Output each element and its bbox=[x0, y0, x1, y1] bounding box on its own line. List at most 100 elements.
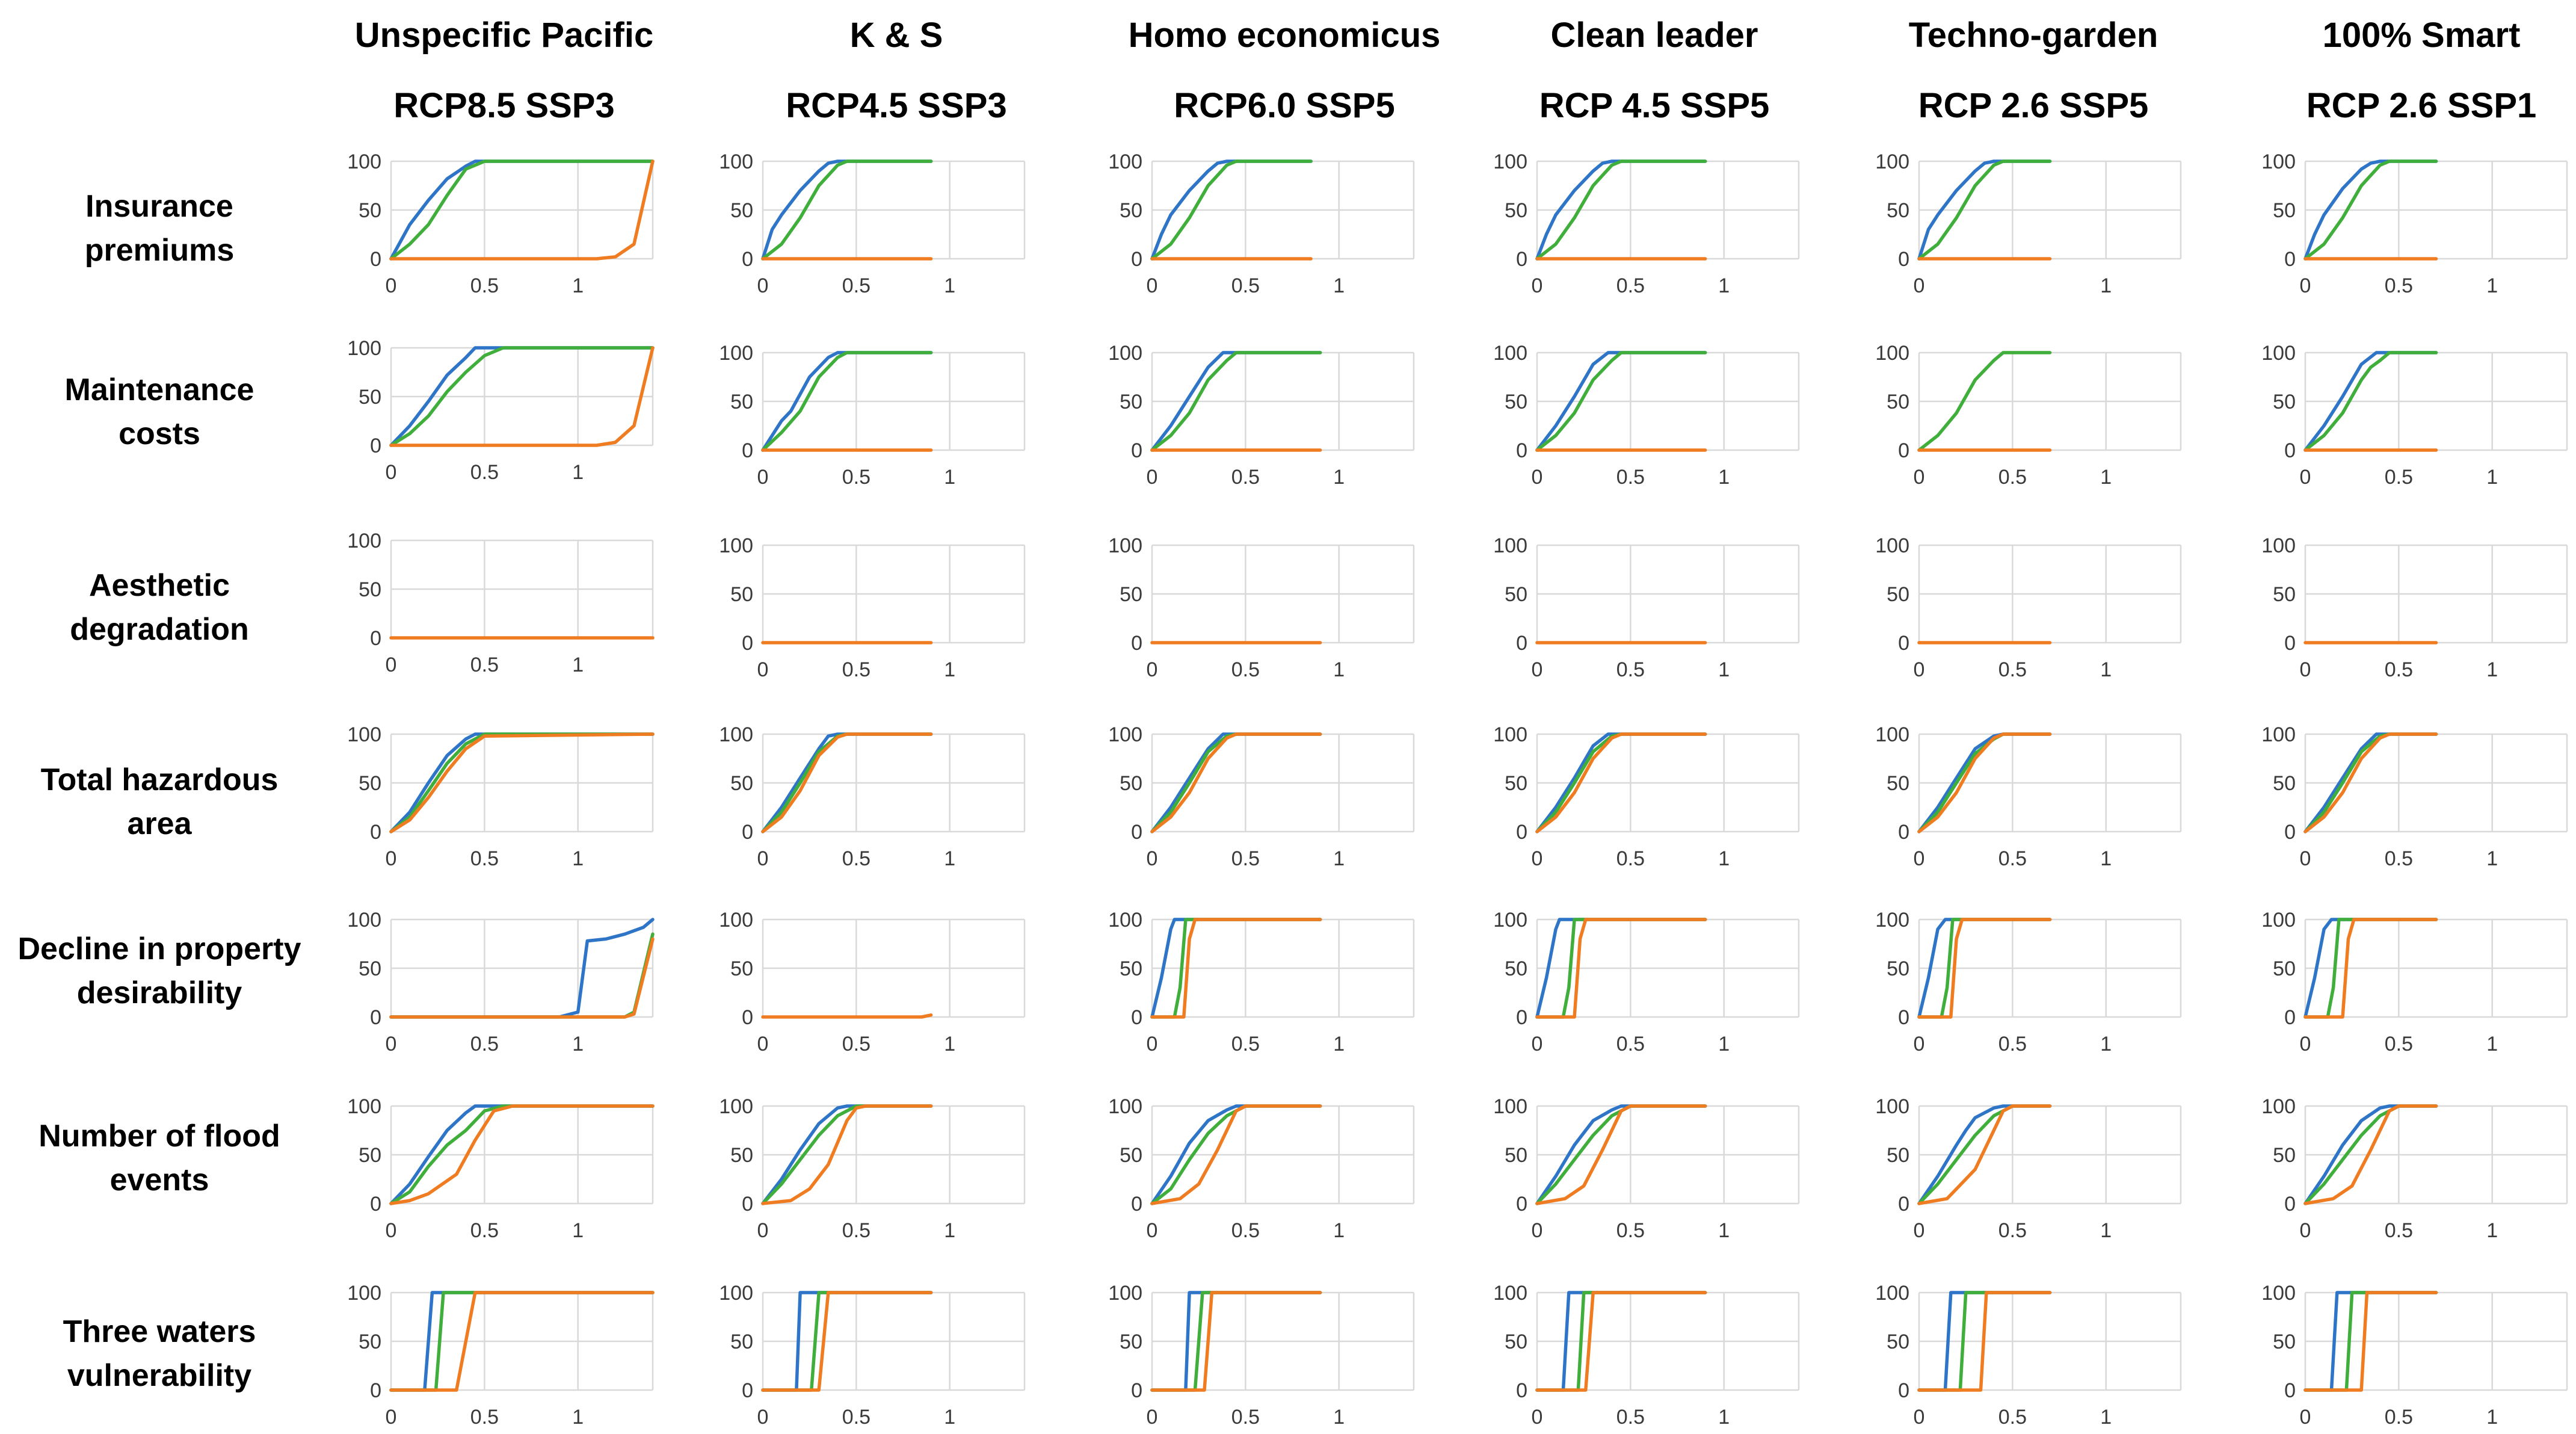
y-tick-label: 100 bbox=[2261, 1095, 2296, 1118]
y-tick-label: 100 bbox=[2261, 342, 2296, 365]
y-tick-label: 100 bbox=[1108, 342, 1142, 365]
series-line-orange bbox=[2303, 918, 2438, 1019]
y-tick-label: 100 bbox=[1493, 723, 1527, 746]
x-tick-label: 0 bbox=[1532, 847, 1543, 870]
x-tick-label: 0.5 bbox=[2385, 1033, 2413, 1055]
chart-panel: 0 50 100 0 0.5 1 bbox=[1493, 909, 1800, 1055]
x-tick-label: 0 bbox=[1532, 1219, 1543, 1242]
x-tick-label: 0.5 bbox=[1231, 1219, 1260, 1242]
x-tick-label: 1 bbox=[1718, 1406, 1730, 1429]
y-tick-label: 0 bbox=[1131, 632, 1142, 655]
chart-panel: 0 50 100 0 0.5 1 bbox=[2261, 342, 2568, 489]
x-tick-label: 1 bbox=[944, 847, 955, 870]
series-line-blue bbox=[1535, 159, 1707, 261]
chart-panel: 0 50 100 0 0.5 1 bbox=[1108, 1095, 1415, 1242]
x-tick-label: 0.5 bbox=[1998, 466, 2027, 489]
x-tick-label: 1 bbox=[572, 654, 584, 676]
x-tick-label: 0 bbox=[2300, 1033, 2311, 1055]
y-tick-label: 100 bbox=[1875, 1282, 1909, 1305]
x-tick-label: 0 bbox=[757, 847, 769, 870]
chart-panel: 0 50 100 0 0.5 1 bbox=[1493, 150, 1800, 297]
y-tick-label: 100 bbox=[1875, 150, 1909, 173]
x-tick-label: 0.5 bbox=[2385, 1219, 2413, 1242]
x-tick-label: 1 bbox=[572, 461, 584, 484]
chart-panel: 0 50 100 0 0.5 1 bbox=[1493, 1095, 1800, 1242]
x-tick-label: 0 bbox=[1147, 847, 1158, 870]
column-subtitle: RCP 2.6 SSP1 bbox=[2306, 86, 2537, 125]
chart-panel: 0 50 100 0 0.5 1 bbox=[347, 337, 655, 484]
x-tick-label: 0.5 bbox=[1616, 658, 1645, 681]
series-line-blue bbox=[389, 1104, 655, 1205]
x-tick-label: 0 bbox=[1914, 1219, 1925, 1242]
y-tick-label: 50 bbox=[2273, 199, 2296, 222]
y-tick-label: 100 bbox=[347, 723, 381, 746]
chart-panel: 0 50 100 0 0.5 1 bbox=[1108, 1282, 1415, 1429]
y-tick-label: 0 bbox=[1131, 439, 1142, 462]
y-tick-label: 0 bbox=[2284, 821, 2296, 844]
x-tick-label: 0.5 bbox=[470, 1406, 499, 1429]
series-line-orange bbox=[761, 1013, 933, 1019]
chart-panel: 0 50 100 0 0.5 1 bbox=[719, 1282, 1026, 1429]
x-tick-label: 0 bbox=[2300, 658, 2311, 681]
y-tick-label: 50 bbox=[730, 1144, 753, 1167]
x-tick-label: 0 bbox=[1914, 1406, 1925, 1429]
x-tick-label: 1 bbox=[944, 1219, 955, 1242]
x-tick-label: 0.5 bbox=[1998, 1219, 2027, 1242]
series-line-orange bbox=[1535, 732, 1707, 833]
column-subtitle: RCP4.5 SSP3 bbox=[786, 86, 1007, 125]
series-line-orange bbox=[389, 159, 655, 261]
y-tick-label: 0 bbox=[742, 1006, 753, 1029]
x-tick-label: 1 bbox=[2100, 1033, 2112, 1055]
y-tick-label: 0 bbox=[1131, 1006, 1142, 1029]
x-tick-label: 0.5 bbox=[842, 658, 870, 681]
y-tick-label: 100 bbox=[1493, 150, 1527, 173]
chart-panel: 0 50 100 0 0.5 1 bbox=[347, 1282, 655, 1429]
column-subtitle: RCP6.0 SSP5 bbox=[1174, 86, 1395, 125]
y-tick-label: 50 bbox=[1120, 391, 1142, 413]
y-tick-label: 0 bbox=[2284, 439, 2296, 462]
x-tick-label: 1 bbox=[2486, 1033, 2498, 1055]
x-tick-label: 1 bbox=[2486, 274, 2498, 297]
x-tick-label: 0 bbox=[386, 847, 397, 870]
series-line-orange bbox=[2303, 1104, 2438, 1205]
y-tick-label: 100 bbox=[719, 1095, 753, 1118]
x-tick-label: 0 bbox=[2300, 1219, 2311, 1242]
y-tick-label: 0 bbox=[370, 1006, 381, 1029]
series-line-green bbox=[2303, 159, 2438, 261]
series-line-orange bbox=[1917, 1104, 2052, 1205]
x-tick-label: 1 bbox=[1333, 466, 1345, 489]
chart-panel: 0 50 100 0 0.5 1 bbox=[719, 534, 1026, 681]
y-tick-label: 100 bbox=[719, 723, 753, 746]
chart-panel: 0 50 100 0 0.5 1 bbox=[347, 150, 655, 297]
x-tick-label: 0 bbox=[1147, 274, 1158, 297]
y-tick-label: 100 bbox=[347, 1095, 381, 1118]
chart-panel: 0 50 100 0 0.5 1 bbox=[347, 530, 655, 676]
series-line-green bbox=[389, 1104, 655, 1205]
x-tick-label: 1 bbox=[2100, 658, 2112, 681]
series-line-green bbox=[1535, 159, 1707, 261]
chart-panel: 0 50 100 0 0.5 1 bbox=[719, 150, 1026, 297]
x-tick-label: 0 bbox=[757, 1033, 769, 1055]
y-tick-label: 50 bbox=[359, 957, 381, 980]
y-tick-label: 50 bbox=[2273, 1144, 2296, 1167]
x-tick-label: 0.5 bbox=[2385, 274, 2413, 297]
chart-panel: 0 50 100 0 0.5 1 bbox=[1493, 1282, 1800, 1429]
chart-panel: 0 50 100 0 1 bbox=[1875, 150, 2182, 297]
chart-panel: 0 50 100 0 0.5 1 bbox=[719, 342, 1026, 489]
x-tick-label: 0.5 bbox=[1616, 847, 1645, 870]
row-label: degradation bbox=[70, 612, 249, 647]
series-line-blue bbox=[1917, 159, 2052, 261]
y-tick-label: 100 bbox=[2261, 150, 2296, 173]
chart-panel: 0 50 100 0 0.5 1 bbox=[1108, 534, 1415, 681]
column-title: Clean leader bbox=[1551, 16, 1758, 55]
chart-panel: 0 50 100 0 0.5 1 bbox=[1875, 1282, 2182, 1429]
series-line-blue bbox=[389, 346, 655, 447]
x-tick-label: 0.5 bbox=[470, 461, 499, 484]
x-tick-label: 1 bbox=[572, 1219, 584, 1242]
series-line-blue bbox=[2303, 1104, 2438, 1205]
chart-panel: 0 50 100 0 0.5 1 bbox=[2261, 534, 2568, 681]
x-tick-label: 0.5 bbox=[1998, 1406, 2027, 1429]
series-line-green bbox=[389, 159, 655, 261]
row-label: Decline in property bbox=[18, 932, 301, 966]
y-tick-label: 0 bbox=[2284, 1379, 2296, 1402]
